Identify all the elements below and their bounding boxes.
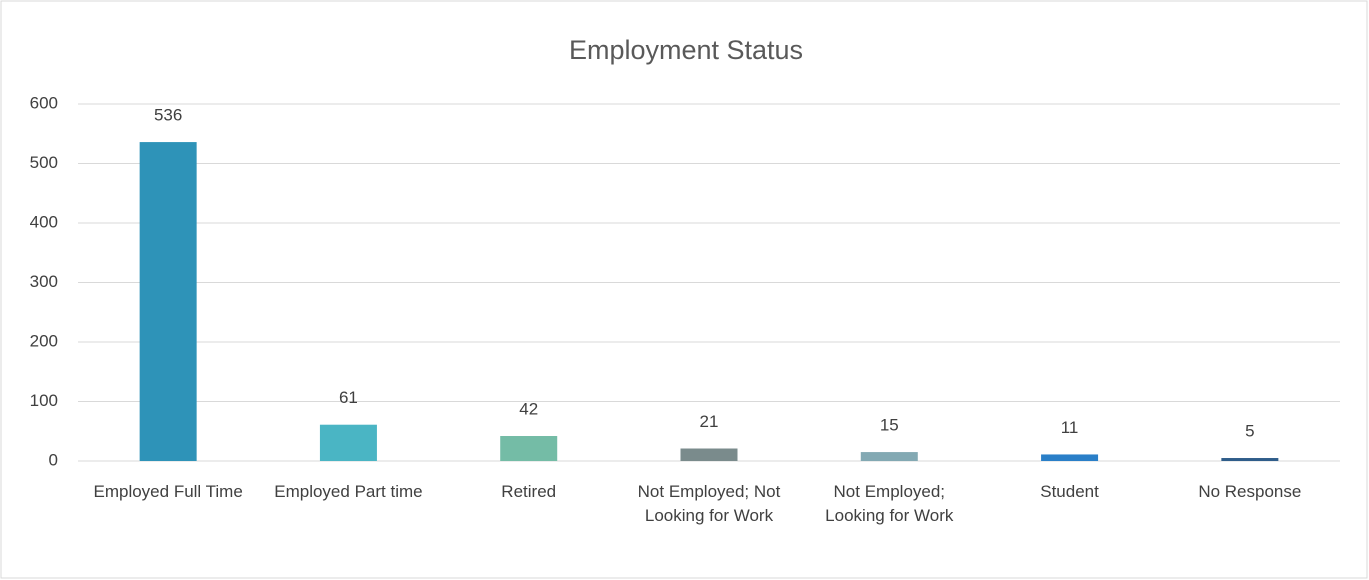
value-label: 42 (519, 399, 538, 418)
x-tick-label: No Response (1198, 482, 1302, 501)
value-label: 11 (1061, 418, 1079, 437)
y-tick-label: 300 (30, 272, 58, 291)
x-tick-label: Employed Part time (274, 482, 423, 501)
chart-title: Employment Status (569, 35, 803, 65)
bar (1041, 454, 1099, 461)
value-label: 536 (154, 106, 182, 125)
bar (139, 142, 197, 461)
y-tick-label: 200 (30, 331, 58, 350)
x-tick-label: Student (1040, 482, 1099, 501)
bar (860, 452, 918, 461)
bar (500, 436, 558, 461)
x-tick-label: Not Employed; Looking for Work (825, 482, 954, 525)
y-tick-label: 500 (30, 153, 58, 172)
value-label: 5 (1245, 422, 1254, 441)
value-label: 61 (339, 388, 358, 407)
y-tick-label: 100 (30, 391, 58, 410)
bar (319, 424, 377, 461)
y-tick-label: 600 (30, 93, 58, 112)
x-tick-label: Employed Full Time (93, 482, 243, 501)
x-tick-label: Not Employed; Not Looking for Work (637, 482, 781, 525)
bar (1221, 458, 1279, 461)
y-tick-label: 400 (30, 212, 58, 231)
value-label: 15 (880, 416, 899, 435)
y-tick-label: 0 (49, 450, 58, 469)
x-tick-label: Retired (501, 482, 557, 501)
value-label: 21 (700, 412, 719, 431)
bar (680, 448, 738, 461)
